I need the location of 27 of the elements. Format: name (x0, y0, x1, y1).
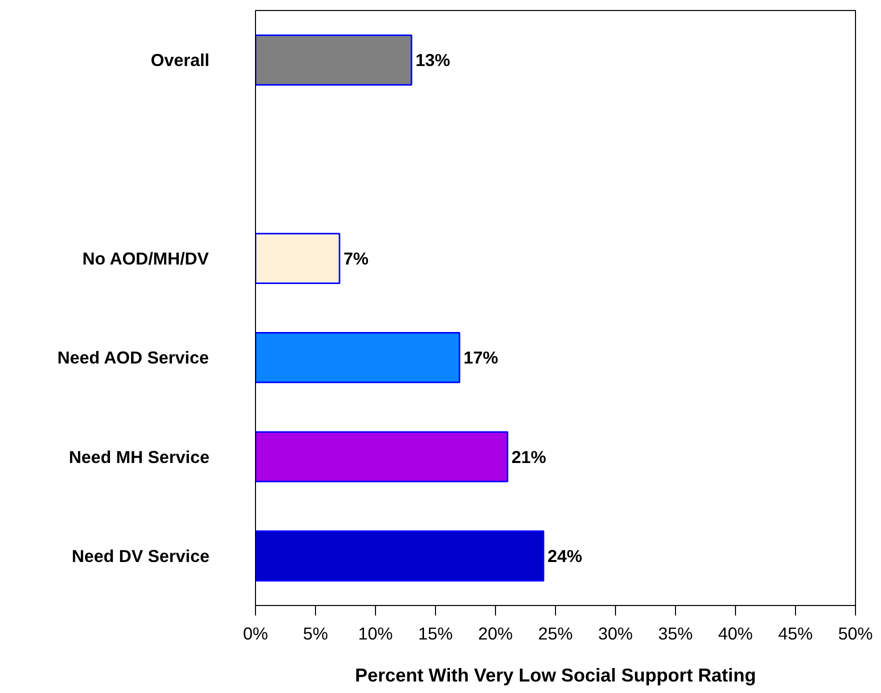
x-tick-label: 45% (778, 624, 813, 644)
bar (256, 530, 544, 582)
y-tick-label: Need AOD Service (57, 348, 210, 368)
x-tick-label: 0% (242, 624, 268, 644)
data-label: 21% (512, 446, 546, 467)
x-tick-label: 30% (598, 624, 633, 644)
y-tick-label: No AOD/MH/DV (82, 248, 210, 268)
data-label: 13% (416, 50, 450, 70)
bar (256, 332, 460, 384)
y-tick-label: Overall (150, 50, 210, 70)
bar (256, 34, 412, 86)
data-label: 7% (344, 248, 369, 268)
x-tick-label: 15% (418, 624, 453, 644)
data-label: 24% (548, 546, 582, 566)
x-tick-label: 5% (302, 624, 328, 644)
data-label: 17% (464, 348, 498, 368)
x-tick-label: 35% (658, 624, 693, 644)
bar (256, 232, 340, 284)
y-tick-label: Need MH Service (68, 446, 210, 467)
x-axis-title: Percent With Very Low Social Support Rating (355, 664, 756, 686)
y-tick-label: Need DV Service (72, 546, 210, 566)
x-tick-label: 50% (838, 624, 873, 644)
x-tick-label: 10% (358, 624, 393, 644)
x-tick-label: 20% (478, 624, 513, 644)
x-tick-label: 40% (718, 624, 753, 644)
x-tick-label: 25% (538, 624, 573, 644)
bar (256, 431, 508, 482)
